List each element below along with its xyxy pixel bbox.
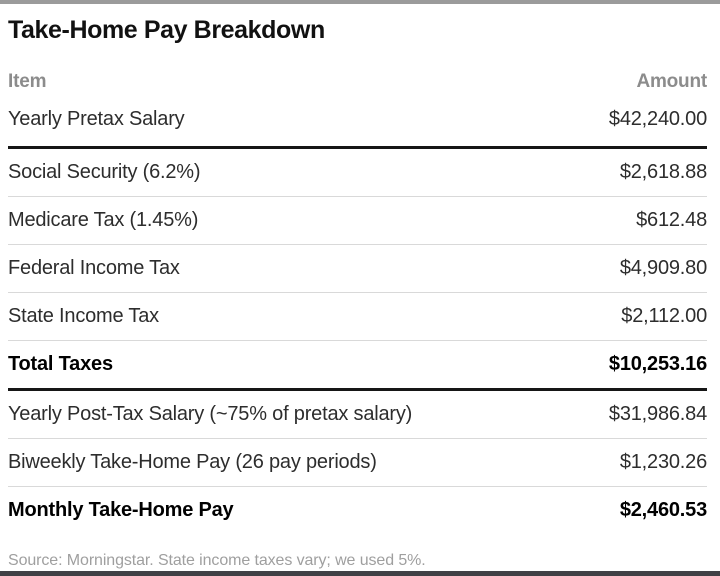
table-row: Federal Income Tax $4,909.80 bbox=[8, 245, 707, 293]
row-amount-value: $42,240.00 bbox=[608, 108, 707, 130]
row-amount-value: $2,460.53 bbox=[619, 499, 707, 521]
table-row: Biweekly Take-Home Pay (26 pay periods) … bbox=[8, 439, 707, 487]
table-row: Yearly Post-Tax Salary (~75% of pretax s… bbox=[8, 391, 707, 439]
row-item-label: Social Security (6.2%) bbox=[8, 161, 201, 183]
table-header-row: Item Amount bbox=[8, 67, 707, 93]
row-item-label: Total Taxes bbox=[8, 353, 113, 375]
row-item-label: State Income Tax bbox=[8, 305, 159, 327]
table-content: Take-Home Pay Breakdown Item Amount Year… bbox=[0, 4, 720, 570]
row-amount-value: $2,112.00 bbox=[621, 305, 707, 327]
table-row: Medicare Tax (1.45%) $612.48 bbox=[8, 197, 707, 245]
source-note: Source: Morningstar. State income taxes … bbox=[8, 552, 426, 569]
row-amount-value: $4,909.80 bbox=[619, 257, 707, 279]
top-rule-bar bbox=[0, 0, 720, 4]
table-rows: Yearly Pretax Salary $42,240.00 Social S… bbox=[8, 93, 707, 534]
row-item-label: Yearly Post-Tax Salary (~75% of pretax s… bbox=[8, 403, 413, 425]
row-amount-value: $31,986.84 bbox=[608, 403, 707, 425]
row-item-label: Monthly Take-Home Pay bbox=[8, 499, 234, 521]
table-row: Monthly Take-Home Pay $2,460.53 bbox=[8, 487, 707, 534]
row-amount-value: $2,618.88 bbox=[619, 161, 707, 183]
page-title: Take-Home Pay Breakdown bbox=[8, 16, 325, 44]
table-row: Yearly Pretax Salary $42,240.00 bbox=[8, 93, 707, 149]
column-header-amount: Amount bbox=[636, 71, 707, 92]
table-row: Social Security (6.2%) $2,618.88 bbox=[8, 149, 707, 197]
column-header-item: Item bbox=[8, 71, 47, 92]
row-item-label: Federal Income Tax bbox=[8, 257, 180, 279]
row-amount-value: $10,253.16 bbox=[608, 353, 707, 375]
table-row: State Income Tax $2,112.00 bbox=[8, 293, 707, 341]
row-item-label: Medicare Tax (1.45%) bbox=[8, 209, 199, 231]
row-item-label: Biweekly Take-Home Pay (26 pay periods) bbox=[8, 451, 377, 473]
row-amount-value: $1,230.26 bbox=[619, 451, 707, 473]
row-amount-value: $612.48 bbox=[636, 209, 707, 231]
row-item-label: Yearly Pretax Salary bbox=[8, 108, 185, 130]
bottom-rule-bar bbox=[0, 571, 720, 576]
table-row: Total Taxes $10,253.16 bbox=[8, 341, 707, 391]
